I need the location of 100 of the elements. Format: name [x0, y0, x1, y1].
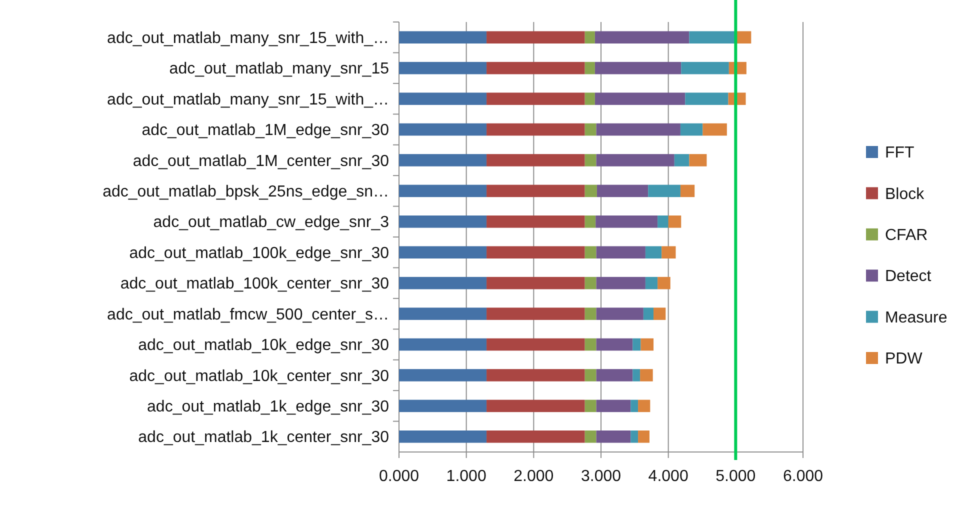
bar	[584, 400, 596, 412]
y-tick-label: adc_out_matlab_cw_edge_snr_3	[153, 214, 390, 232]
bar	[596, 400, 631, 412]
bar	[584, 92, 595, 105]
bar	[596, 308, 644, 320]
bar	[638, 430, 650, 443]
bar	[596, 338, 633, 351]
x-tick-label: 5.000	[716, 468, 756, 485]
bar	[584, 430, 596, 443]
bar	[399, 338, 487, 351]
bar	[399, 246, 487, 258]
bar	[736, 31, 752, 44]
bar	[486, 369, 585, 382]
bar	[630, 430, 638, 443]
bar	[399, 400, 487, 412]
bar	[399, 123, 487, 136]
y-tick-label: adc_out_matlab_10k_center_snr_30	[129, 368, 390, 385]
bar	[596, 184, 648, 198]
bar	[584, 216, 596, 228]
legend-label: PDW	[885, 350, 924, 368]
bar	[486, 31, 585, 44]
y-tick-label: adc_out_matlab_1k_center_snr_30	[138, 429, 390, 446]
bar	[640, 369, 653, 382]
y-tick-label: adc_out_matlab_bpsk_25ns_edge_sn…	[102, 184, 389, 201]
bar	[399, 62, 487, 74]
x-tick-label: 0.000	[378, 468, 420, 485]
y-tick-label: adc_out_matlab_100k_center_snr_30	[120, 276, 390, 293]
bar	[584, 154, 596, 166]
bar	[486, 338, 585, 351]
bar	[689, 154, 707, 166]
bar	[596, 216, 658, 228]
bar	[584, 308, 596, 320]
bar	[630, 400, 638, 412]
bar	[658, 216, 668, 228]
bar	[648, 184, 680, 198]
y-tick-label: adc_out_matlab_10k_edge_snr_30	[138, 337, 390, 354]
x-tick-label: 4.000	[648, 468, 688, 485]
bar	[486, 276, 585, 290]
legend-label: FFT	[885, 144, 915, 162]
bar	[486, 216, 585, 228]
bar	[486, 308, 585, 320]
y-tick-label: adc_out_matlab_many_snr_15	[169, 60, 390, 78]
y-tick-label: adc_out_matlab_fmcw_500_center_s…	[107, 306, 389, 324]
bar	[486, 184, 585, 198]
bar	[594, 92, 686, 105]
bar	[399, 154, 487, 166]
bar	[668, 216, 682, 228]
bar	[643, 308, 654, 320]
bar	[681, 62, 729, 74]
y-tick-label: adc_out_matlab_100k_edge_snr_30	[129, 244, 390, 262]
legend-label: Measure	[885, 309, 948, 326]
bar	[584, 276, 596, 290]
bar	[596, 369, 633, 382]
legend-label: CFAR	[885, 227, 928, 244]
legend-label: Block	[885, 186, 926, 203]
bar	[596, 276, 646, 290]
bar	[584, 246, 596, 258]
bar	[596, 430, 631, 443]
bar	[399, 31, 487, 44]
bar	[486, 92, 585, 105]
bar	[399, 369, 487, 382]
bar	[486, 123, 585, 136]
bar	[399, 92, 487, 105]
bar	[399, 184, 487, 198]
bar	[486, 62, 585, 74]
bar	[596, 246, 646, 258]
bar	[584, 369, 596, 382]
bar	[685, 92, 728, 105]
y-tick-label: adc_out_matlab_1M_edge_snr_30	[142, 122, 390, 140]
bar	[640, 338, 654, 351]
x-tick-label: 3.000	[580, 468, 622, 485]
bar	[399, 216, 487, 228]
bar	[486, 400, 585, 412]
bar	[645, 276, 658, 290]
bar	[654, 308, 666, 320]
bar	[399, 430, 487, 443]
bar	[702, 123, 727, 136]
bar	[399, 276, 487, 290]
bar	[689, 31, 736, 44]
bar	[486, 154, 585, 166]
bar	[645, 246, 662, 258]
bar	[680, 123, 703, 136]
bar	[584, 123, 596, 136]
y-tick-label: adc_out_matlab_many_snr_15_with_…	[107, 30, 389, 47]
bar	[596, 154, 674, 166]
legend-label: Detect	[885, 268, 932, 286]
bar	[680, 184, 695, 198]
bar	[662, 246, 676, 258]
bar	[584, 62, 595, 74]
bar	[584, 31, 595, 44]
y-tick-label: adc_out_matlab_1k_edge_snr_30	[147, 398, 390, 416]
bar	[658, 276, 670, 290]
bar	[486, 246, 585, 258]
bar	[594, 62, 682, 74]
bar	[632, 369, 640, 382]
bar	[596, 123, 680, 136]
x-tick-label: 1.000	[446, 468, 486, 485]
bar	[638, 400, 650, 412]
y-tick-label: adc_out_matlab_1M_center_snr_30	[132, 152, 390, 170]
bar	[486, 430, 585, 443]
